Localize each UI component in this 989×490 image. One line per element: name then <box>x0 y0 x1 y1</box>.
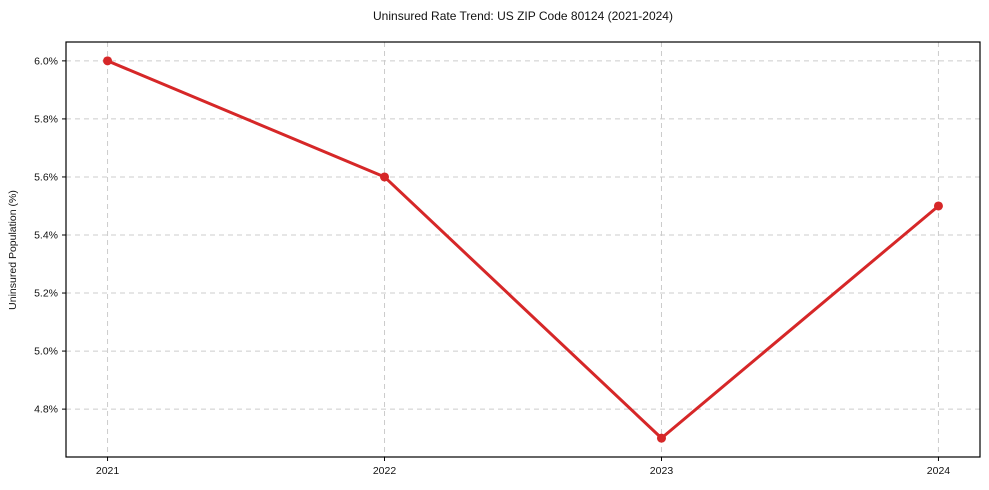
y-tick-label: 5.6% <box>34 171 58 183</box>
y-tick-label: 6.0% <box>34 55 58 67</box>
y-tick-label: 5.4% <box>34 229 58 241</box>
data-point-marker <box>933 201 943 211</box>
data-point-marker <box>103 56 113 66</box>
data-point-marker <box>656 433 666 443</box>
plot-border <box>65 41 981 458</box>
y-tick-label: 5.0% <box>34 346 58 358</box>
x-tick-label: 2023 <box>650 465 674 477</box>
y-tick-label: 4.8% <box>34 404 58 416</box>
data-point-marker <box>380 172 390 182</box>
chart-title: Uninsured Rate Trend: US ZIP Code 80124 … <box>373 9 673 23</box>
y-tick-label: 5.8% <box>34 113 58 125</box>
x-tick-label: 2022 <box>373 465 397 477</box>
x-tick-label: 2024 <box>927 465 951 477</box>
x-tick-label: 2021 <box>96 465 120 477</box>
y-tick-label: 5.2% <box>34 288 58 300</box>
trend-line <box>106 59 940 440</box>
